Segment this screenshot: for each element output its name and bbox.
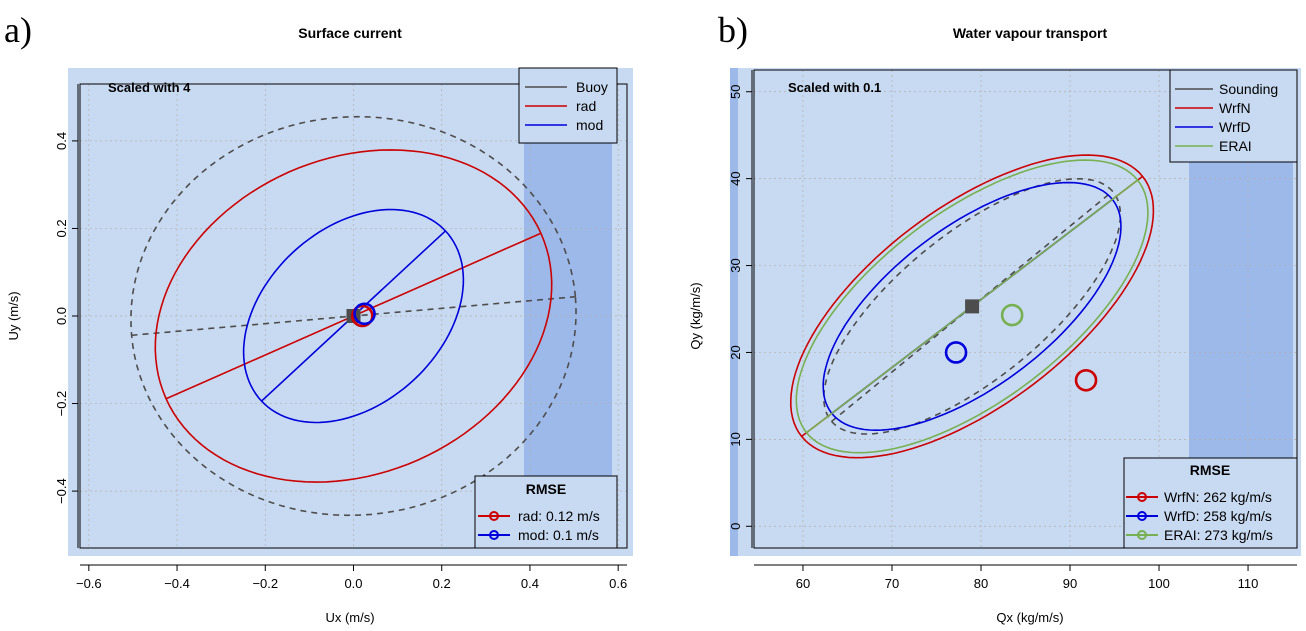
panel-b-series (789, 154, 1155, 459)
legend-label-mod: mod (576, 117, 603, 133)
panel-a-rmse-title: RMSE (526, 481, 566, 497)
rmse-marker-wrfn (1137, 492, 1147, 502)
panel-a-highlight-band (524, 140, 612, 496)
x-tick-label: 80 (974, 576, 988, 591)
y-tick-label: 0.4 (54, 132, 69, 150)
x-tick-label: 110 (1238, 576, 1259, 591)
x-tick-label: 90 (1063, 576, 1077, 591)
panel-a-legend-box (518, 67, 618, 144)
y-tick-label: 0.2 (54, 219, 69, 237)
panel-a-xlabel: Ux (m/s) (325, 610, 374, 625)
panel-a: a) Surface current Scaled with 4 Ux (m/s… (4, 10, 633, 625)
x-tick-label: 0.0 (344, 576, 362, 591)
panel-b-letter: b) (718, 10, 748, 50)
y-tick-label: 20 (728, 345, 743, 359)
panel-a-rmse-legend: RMSE rad: 0.12 m/s mod: 0.1 m/s (474, 475, 618, 549)
y-tick-label: 40 (728, 171, 743, 185)
y-tick-label: 10 (728, 432, 743, 446)
panel-b-xlabel: Qx (kg/m/s) (996, 610, 1063, 625)
panel-b-rmse-box (1123, 457, 1298, 549)
rmse-marker-erai (1137, 530, 1147, 540)
rmse-label-wrfn: WrfN: 262 kg/m/s (1164, 489, 1272, 505)
panel-a-plot-frame (79, 83, 628, 549)
panel-a-letter: a) (4, 10, 32, 50)
marker-sounding (965, 299, 980, 314)
panel-b-rmse-title: RMSE (1190, 462, 1230, 478)
legend-label-rad: rad (576, 98, 596, 114)
panel-b-ylabel: Qy (kg/m/s) (688, 282, 703, 349)
x-tick-label: 70 (885, 576, 899, 591)
marker-rad (351, 304, 374, 328)
marker-erai (1000, 303, 1024, 327)
panel-b-annotation: Scaled with 0.1 (788, 80, 881, 95)
panel-a-title: Surface current (298, 25, 402, 41)
legend-label-erai: ERAI (1219, 138, 1252, 154)
y-tick-label: −0.2 (54, 391, 69, 417)
legend-label-buoy: Buoy (576, 79, 608, 95)
panel-a-ylabel: Uy (m/s) (6, 291, 21, 340)
marker-wrfd (944, 341, 968, 364)
x-tick-label: 0.6 (609, 576, 627, 591)
y-tick-label: −0.4 (54, 478, 69, 504)
panel-b-x-ticks: 60 70 80 90 100 110 (796, 565, 1259, 591)
ellipse-rad (154, 149, 553, 483)
rmse-label-erai: ERAI: 273 kg/m/s (1164, 527, 1273, 543)
panel-b-highlight-band (1189, 160, 1293, 476)
x-tick-label: 0.2 (433, 576, 451, 591)
panel-b-left-band (730, 68, 738, 556)
rmse-label-rad: rad: 0.12 m/s (518, 508, 600, 524)
panel-b-legend: Sounding WrfN WrfD ERAI (1169, 69, 1298, 163)
y-tick-label: 30 (728, 258, 743, 272)
ellipse-sounding (822, 178, 1122, 435)
x-tick-label: −0.6 (76, 576, 102, 591)
legend-label-wrfd: WrfD (1219, 119, 1251, 135)
marker-mod (353, 302, 376, 326)
x-tick-label: −0.2 (252, 576, 278, 591)
panel-b: b) Water vapour transport Scaled with 0.… (688, 10, 1301, 625)
rmse-marker-wrfd (1137, 511, 1147, 521)
rmse-label-wrfd: WrfD: 258 kg/m/s (1164, 508, 1272, 524)
panel-a-annotation: Scaled with 4 (108, 80, 191, 95)
y-tick-label: 0 (728, 523, 743, 530)
y-tick-label: 0.0 (54, 307, 69, 325)
ellipse-erai (795, 159, 1149, 454)
rmse-label-mod: mod: 0.1 m/s (518, 527, 599, 543)
rmse-marker-mod (489, 530, 499, 540)
panel-b-rmse-legend: RMSE WrfN: 262 kg/m/s WrfD: 258 kg/m/s E… (1123, 457, 1298, 549)
panel-b-y-ticks: 0 10 20 30 40 50 (728, 84, 752, 530)
panel-a-x-ticks: −0.6 −0.4 −0.2 0.0 0.2 0.4 0.6 (76, 565, 627, 591)
rmse-marker-rad (489, 511, 499, 521)
marker-wrfn (1074, 368, 1098, 392)
panel-b-title: Water vapour transport (953, 25, 1108, 41)
x-tick-label: 0.4 (521, 576, 539, 591)
panel-a-y-ticks: −0.4 −0.2 0.0 0.2 0.4 (54, 132, 78, 504)
ellipse-wrfn (789, 154, 1155, 459)
x-tick-label: −0.4 (164, 576, 190, 591)
y-tick-label: 50 (728, 84, 743, 98)
x-tick-label: 60 (796, 576, 810, 591)
panel-a-legend: Buoy rad mod (518, 67, 618, 144)
legend-label-wrfn: WrfN (1219, 100, 1251, 116)
panel-a-series (130, 115, 577, 517)
legend-label-sounding: Sounding (1219, 81, 1278, 97)
panel-b-plot-frame (753, 69, 1298, 549)
x-tick-label: 100 (1148, 576, 1170, 591)
